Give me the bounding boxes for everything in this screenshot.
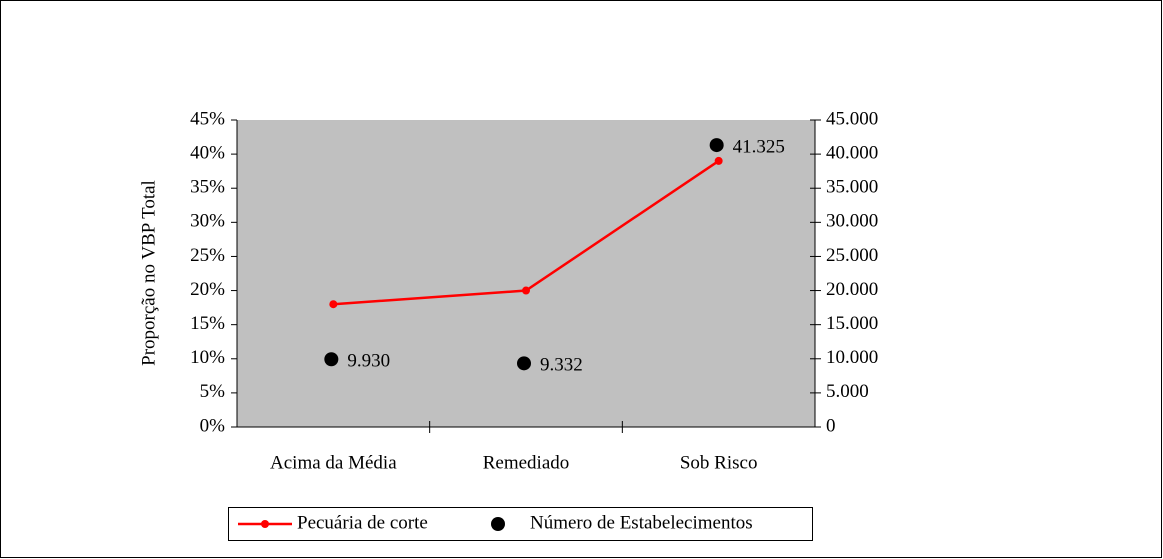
scatter-point: [709, 138, 724, 153]
legend-marker: [261, 520, 269, 528]
data-label: 41.325: [733, 136, 785, 157]
y2-tick-label: 15.000: [826, 313, 878, 334]
y-axis-label: Proporção no VBP Total: [138, 180, 159, 366]
y2-tick-label: 20.000: [826, 279, 878, 300]
y2-tick-label: 0: [826, 415, 836, 436]
y2-tick-label: 25.000: [826, 245, 878, 266]
y2-tick-label: 40.000: [826, 142, 878, 163]
y-tick-label: 5%: [200, 381, 226, 402]
y-tick-label: 20%: [190, 279, 225, 300]
y-tick-label: 40%: [190, 142, 225, 163]
scatter-point: [324, 352, 339, 367]
data-label: 9.930: [347, 351, 390, 372]
y2-tick-label: 5.000: [826, 381, 869, 402]
x-tick-label: Acima da Média: [270, 452, 397, 473]
legend-box: [228, 507, 813, 541]
x-tick-label: Remediado: [483, 452, 570, 473]
legend-label: Número de Estabelecimentos: [530, 512, 753, 533]
y-tick-label: 0%: [200, 415, 226, 436]
y-tick-label: 45%: [190, 108, 225, 129]
line-marker: [522, 286, 530, 295]
line-marker: [329, 300, 338, 309]
plot-area: [237, 120, 815, 427]
y-tick-label: 35%: [190, 177, 225, 198]
legend-label: Pecuária de corte: [297, 512, 428, 533]
data-label: 9.332: [540, 355, 583, 376]
y-tick-label: 10%: [190, 347, 225, 368]
x-tick-label: Sob Risco: [680, 452, 758, 473]
y2-tick-label: 45.000: [826, 108, 878, 129]
line-marker: [714, 156, 723, 165]
y2-tick-label: 10.000: [826, 347, 878, 368]
scatter-point: [517, 356, 531, 371]
y-tick-label: 15%: [190, 313, 225, 334]
y2-tick-label: 30.000: [826, 211, 878, 232]
y-tick-label: 30%: [190, 211, 225, 232]
legend-marker: [491, 517, 505, 531]
y2-tick-label: 35.000: [826, 177, 878, 198]
y-tick-label: 25%: [190, 245, 225, 266]
